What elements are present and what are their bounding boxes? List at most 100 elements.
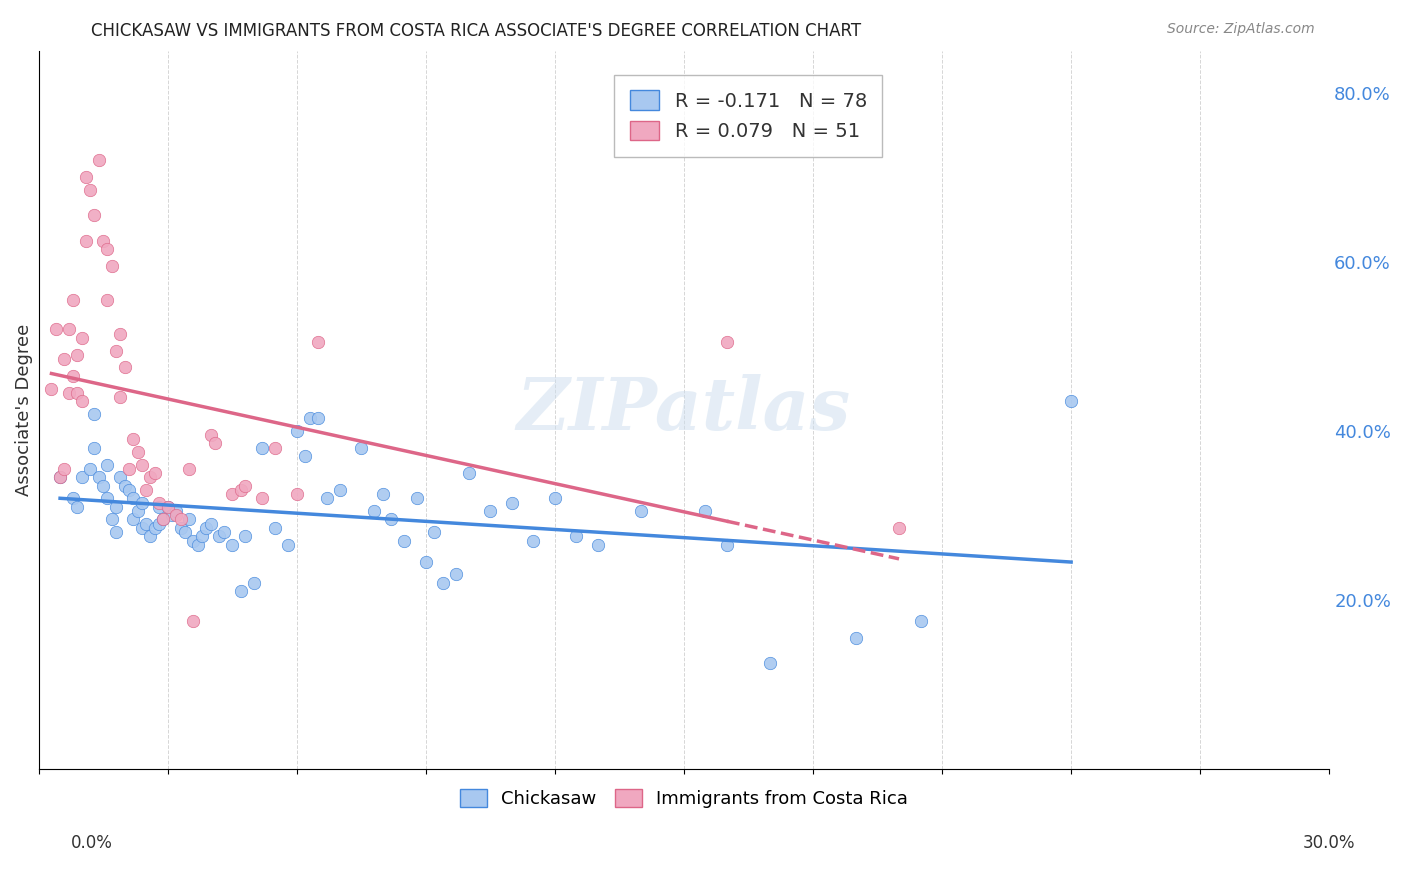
- Point: [49, 470, 72, 484]
- Point: [586, 538, 609, 552]
- Point: [298, 411, 321, 425]
- Point: [363, 504, 385, 518]
- Point: [62, 293, 84, 307]
- Point: [127, 504, 149, 518]
- Point: [148, 516, 170, 531]
- Point: [148, 500, 170, 514]
- Point: [565, 529, 588, 543]
- Point: [432, 575, 454, 590]
- Point: [165, 508, 187, 523]
- Point: [522, 533, 544, 548]
- Point: [135, 516, 157, 531]
- Point: [66, 500, 89, 514]
- Point: [62, 368, 84, 383]
- Point: [49, 470, 72, 484]
- Point: [221, 538, 243, 552]
- Point: [96, 491, 118, 506]
- Point: [457, 466, 479, 480]
- Point: [53, 462, 76, 476]
- Point: [183, 533, 205, 548]
- Point: [165, 504, 187, 518]
- Point: [887, 521, 910, 535]
- Point: [122, 512, 145, 526]
- Point: [716, 335, 738, 350]
- Text: 30.0%: 30.0%: [1302, 834, 1355, 852]
- Point: [415, 555, 437, 569]
- Point: [221, 487, 243, 501]
- Point: [179, 512, 201, 526]
- Point: [79, 462, 101, 476]
- Point: [110, 390, 132, 404]
- Point: [229, 483, 252, 497]
- Point: [75, 170, 97, 185]
- Point: [160, 508, 183, 523]
- Point: [131, 458, 153, 472]
- Point: [910, 614, 932, 628]
- Point: [264, 441, 287, 455]
- Point: [264, 521, 287, 535]
- Point: [307, 335, 329, 350]
- Point: [252, 491, 274, 506]
- Point: [200, 428, 222, 442]
- Point: [169, 521, 191, 535]
- Point: [380, 512, 402, 526]
- Point: [66, 385, 89, 400]
- Point: [169, 512, 191, 526]
- Text: ZIPatlas: ZIPatlas: [517, 374, 851, 445]
- Point: [83, 208, 105, 222]
- Point: [70, 331, 93, 345]
- Text: CHICKASAW VS IMMIGRANTS FROM COSTA RICA ASSOCIATE'S DEGREE CORRELATION CHART: CHICKASAW VS IMMIGRANTS FROM COSTA RICA …: [91, 22, 862, 40]
- Point: [91, 234, 114, 248]
- Point: [716, 538, 738, 552]
- Point: [252, 441, 274, 455]
- Point: [83, 441, 105, 455]
- Point: [58, 385, 80, 400]
- Point: [131, 521, 153, 535]
- Point: [191, 529, 214, 543]
- Point: [100, 259, 122, 273]
- Point: [501, 495, 523, 509]
- Point: [143, 521, 166, 535]
- Point: [139, 529, 162, 543]
- Point: [195, 521, 218, 535]
- Point: [114, 360, 136, 375]
- Point: [122, 491, 145, 506]
- Point: [87, 153, 110, 168]
- Point: [630, 504, 652, 518]
- Point: [70, 470, 93, 484]
- Point: [233, 478, 256, 492]
- Point: [307, 411, 329, 425]
- Point: [100, 512, 122, 526]
- Point: [118, 483, 141, 497]
- Point: [208, 529, 231, 543]
- Point: [329, 483, 352, 497]
- Point: [79, 183, 101, 197]
- Point: [371, 487, 394, 501]
- Point: [423, 525, 446, 540]
- Point: [204, 436, 226, 450]
- Point: [229, 584, 252, 599]
- Point: [183, 614, 205, 628]
- Point: [143, 466, 166, 480]
- Point: [105, 525, 128, 540]
- Point: [75, 234, 97, 248]
- Point: [394, 533, 416, 548]
- Point: [179, 462, 201, 476]
- Point: [96, 242, 118, 256]
- Point: [122, 432, 145, 446]
- Point: [148, 495, 170, 509]
- Point: [83, 407, 105, 421]
- Point: [315, 491, 337, 506]
- Point: [294, 449, 316, 463]
- Point: [200, 516, 222, 531]
- Point: [759, 656, 782, 670]
- Point: [544, 491, 567, 506]
- Point: [118, 462, 141, 476]
- Point: [212, 525, 235, 540]
- Point: [285, 487, 308, 501]
- Point: [131, 495, 153, 509]
- Point: [233, 529, 256, 543]
- Point: [845, 631, 868, 645]
- Point: [105, 343, 128, 358]
- Point: [96, 293, 118, 307]
